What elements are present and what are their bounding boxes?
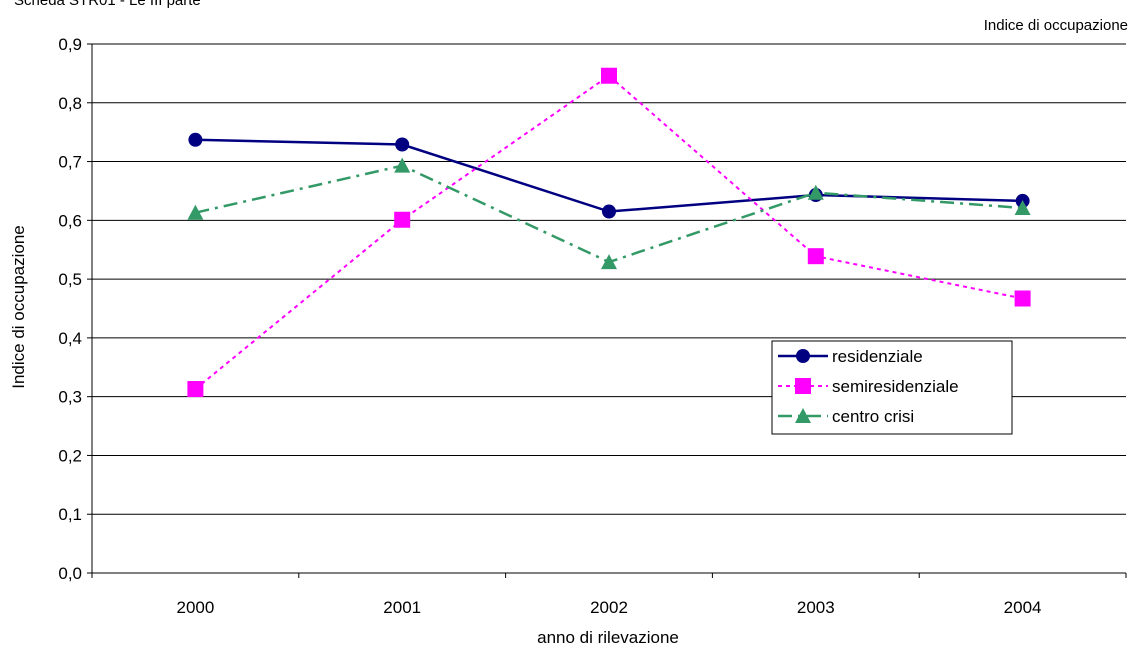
y-tick-label: 0,6 [58,211,82,230]
y-tick-label: 0,3 [58,388,82,407]
data-point [187,204,204,220]
series-line [194,74,1023,390]
y-tick-labels: 0,0 0,1 0,2 0,3 0,4 0,5 0,6 0,7 0,8 0,9 [58,35,82,583]
series-residenziale [188,132,1030,219]
x-axis-title: anno di rilevazione [537,628,679,647]
data-point [601,67,617,84]
data-point [395,137,410,152]
y-tick-label: 0,1 [58,505,82,524]
y-tick-label: 0,8 [58,94,82,113]
legend-swatch-marker [795,378,811,394]
data-point [394,211,411,228]
data-point [602,204,616,219]
legend-item: residenziale [778,347,923,366]
x-tick-label: 2003 [797,598,835,617]
legend-label: centro crisi [832,407,914,426]
y-tick-label: 0,4 [58,329,82,348]
y-tick-label: 0,9 [58,35,82,54]
series-semiresidenziale [187,67,1031,398]
legend-swatch-marker [795,408,811,423]
legend-item: semiresidenziale [778,377,959,396]
y-axis-title: Indice di occupazione [9,225,28,389]
x-tick-label: 2001 [383,598,421,617]
data-point [188,132,203,147]
x-tick-label: 2002 [590,598,628,617]
series-line [195,138,1023,213]
legend-label: residenziale [832,347,923,366]
data-point [1014,290,1031,307]
data-point [394,157,411,173]
series-centro-crisi [187,157,1031,270]
legend-swatch-marker [796,349,810,363]
y-tick-label: 0,2 [58,446,82,465]
y-tick-label: 0,7 [58,153,82,172]
data-point [1014,199,1031,215]
y-tick-label: 0,5 [58,270,82,289]
data-point [187,381,204,398]
legend-item: centro crisi [778,407,914,426]
gridlines [92,43,1126,515]
x-tick-labels: 2000 2001 2002 2003 2004 [176,598,1041,617]
legend: residenziale semiresidenziale centro crisi [771,340,1013,435]
series-layer [187,67,1031,398]
data-point [807,184,824,200]
x-tick-label: 2000 [176,598,214,617]
legend-label: semiresidenziale [832,377,959,396]
y-tick-label: 0,0 [58,564,82,583]
data-point [601,254,617,270]
top-right-label: Indice di occupazione [983,17,1128,34]
data-point [807,248,824,265]
top-left-label: Scheda STR01 - Le III parte [14,0,201,9]
x-tick-label: 2004 [1004,598,1042,617]
axes [87,43,1127,578]
